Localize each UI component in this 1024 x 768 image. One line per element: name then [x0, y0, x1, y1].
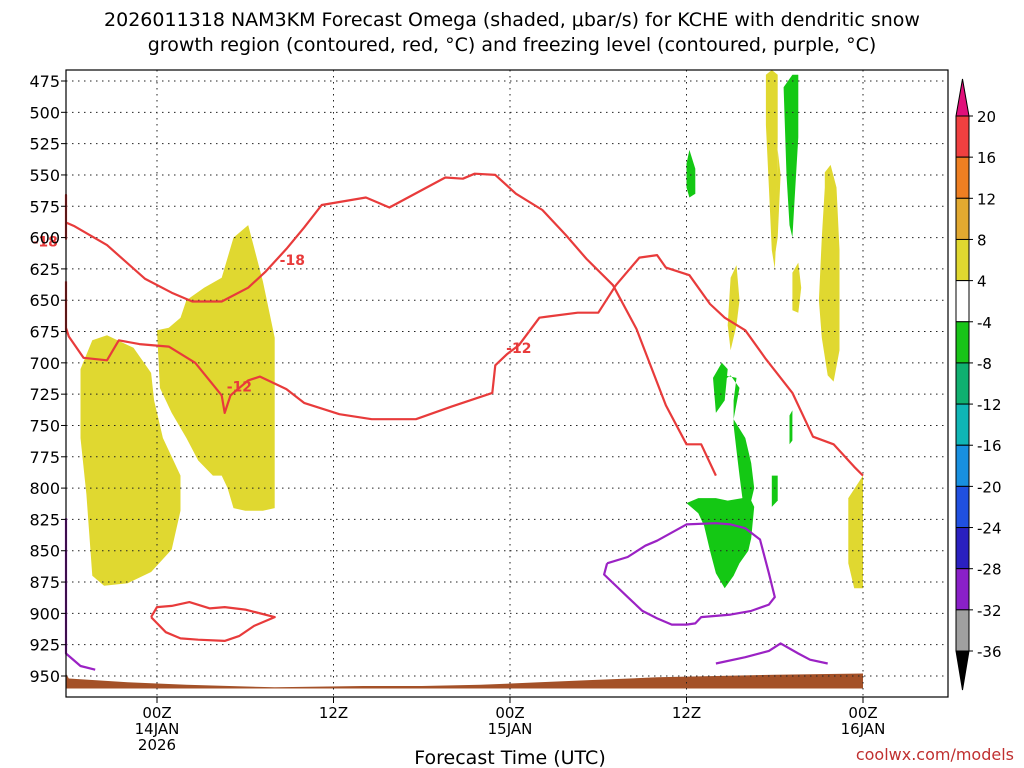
chart-title-line2: growth region (contoured, red, °C) and f… — [148, 34, 877, 56]
colorbar-segment-5 — [955, 280, 970, 323]
y-tick-label-550: 550 — [29, 166, 60, 185]
colorbar-segment-11 — [955, 527, 970, 570]
y-tick-label-525: 525 — [29, 135, 60, 154]
shaded-region-0-7 — [792, 262, 802, 313]
y-tick-label-775: 775 — [29, 448, 60, 467]
colorbar-segment-12 — [955, 568, 970, 611]
plot-frame — [65, 69, 949, 698]
grid-dots — [66, 70, 948, 697]
colorbar-segment-9 — [955, 444, 970, 487]
y-axis-ticks: 475 500 525 550 575 600 625 650 675 700 725 750 775 8… — [29, 72, 66, 686]
contour-line-0 — [64, 172, 717, 477]
credit-text: coolwx.com/models — [856, 745, 1014, 764]
shaded-region-0-0 — [80, 335, 181, 586]
y-tick-label-725: 725 — [29, 385, 60, 404]
shaded-region-0-8 — [848, 475, 863, 589]
x-tick-label-18-1: 15JAN — [488, 720, 533, 738]
colorbar-label-5: -4 — [977, 314, 992, 332]
colorbar-segment-8 — [955, 403, 970, 446]
x-tick-label-18-0: 00Z — [495, 704, 524, 722]
contour-line-2 — [64, 254, 864, 477]
contour-line-4 — [150, 600, 276, 643]
colorbar-label-13: -36 — [977, 643, 1002, 661]
y-tick-label-750: 750 — [29, 416, 60, 435]
contour-label-1: -18 — [280, 253, 305, 269]
x-tick-label-6-0: 00Z — [142, 704, 171, 722]
y-tick-label-675: 675 — [29, 323, 60, 342]
y-tick-label-950: 950 — [29, 667, 60, 686]
shaded-region-0-9 — [727, 265, 740, 351]
x-tick-label-30-1: 16JAN — [841, 720, 886, 738]
x-axis-label: Forecast Time (UTC) — [414, 747, 605, 768]
x-tick-label-30-0: 00Z — [848, 704, 877, 722]
y-tick-label-600: 600 — [29, 229, 60, 248]
colorbar-label-10: -24 — [977, 520, 1002, 538]
colorbar-label-0: 20 — [977, 108, 996, 126]
y-tick-label-875: 875 — [29, 573, 60, 592]
colorbar-segment-1 — [955, 115, 970, 158]
y-tick-label-900: 900 — [29, 604, 60, 623]
x-tick-label-6-2: 2026 — [138, 736, 176, 754]
x-tick-label-12-0: 12Z — [319, 704, 348, 722]
y-tick-label-825: 825 — [29, 510, 60, 529]
colorbar-segment-4 — [955, 238, 970, 282]
y-tick-label-700: 700 — [29, 354, 60, 373]
shaded-region-1-3 — [713, 362, 728, 413]
shaded-region-1-6 — [771, 475, 778, 507]
contour-label-2: -12 — [227, 380, 252, 396]
colorbar-segment-10 — [955, 485, 970, 529]
colorbar: 20 16 12 8 4 -4 -8 -12 -16 -20 -24 -28 -32 -36 — [955, 78, 1002, 691]
contour-label-3: -12 — [506, 341, 531, 357]
colorbar-label-3: 8 — [977, 231, 987, 249]
y-tick-label-800: 800 — [29, 479, 60, 498]
colorbar-segment-6 — [955, 321, 970, 364]
shaded-region-1-1 — [686, 149, 696, 198]
shaded-region-1-4 — [783, 74, 799, 238]
contour-label-0: -18 — [33, 234, 58, 250]
colorbar-label-11: -28 — [977, 561, 1002, 579]
contour-line-7 — [715, 642, 828, 665]
y-tick-label-575: 575 — [29, 197, 60, 216]
y-tick-label-925: 925 — [29, 636, 60, 655]
x-tick-label-24-0: 12Z — [672, 704, 701, 722]
colorbar-label-7: -12 — [977, 396, 1002, 414]
colorbar-label-1: 16 — [977, 149, 996, 167]
y-tick-label-650: 650 — [29, 291, 60, 310]
colorbar-segment-13 — [955, 609, 970, 652]
contour-line-6 — [602, 522, 776, 626]
y-tick-label-850: 850 — [29, 542, 60, 561]
y-tick-label-625: 625 — [29, 260, 60, 279]
y-tick-label-475: 475 — [29, 72, 60, 91]
shaded-region-1-2 — [686, 375, 755, 589]
shaded-region-0-4 — [765, 70, 778, 269]
colorbar-label-9: -20 — [977, 478, 1002, 496]
y-tick-label-500: 500 — [29, 103, 60, 122]
colorbar-label-8: -16 — [977, 437, 1002, 455]
colorbar-label-2: 12 — [977, 190, 996, 208]
chart-title-line1: 2026011318 NAM3KM Forecast Omega (shaded… — [104, 9, 920, 31]
colorbar-top-arrow — [955, 78, 970, 117]
colorbar-bottom-arrow — [955, 650, 970, 691]
shaded-region-0-1 — [157, 225, 275, 511]
x-tick-label-6-1: 14JAN — [135, 720, 180, 738]
colorbar-segment-7 — [955, 362, 970, 405]
colorbar-label-4: 4 — [977, 273, 987, 291]
colorbar-segment-3 — [955, 197, 970, 240]
shaded-region-2-0 — [66, 673, 863, 689]
shaded-region-0-6 — [818, 164, 840, 382]
shaded-region-1-5 — [789, 410, 793, 445]
colorbar-label-12: -32 — [977, 602, 1002, 620]
colorbar-segment-2 — [955, 156, 970, 199]
omega-shading — [66, 70, 863, 689]
shaded-region-0-5 — [774, 149, 781, 257]
contour-lines: -18 -18 -12 -12 — [33, 172, 864, 671]
colorbar-label-6: -8 — [977, 355, 992, 373]
